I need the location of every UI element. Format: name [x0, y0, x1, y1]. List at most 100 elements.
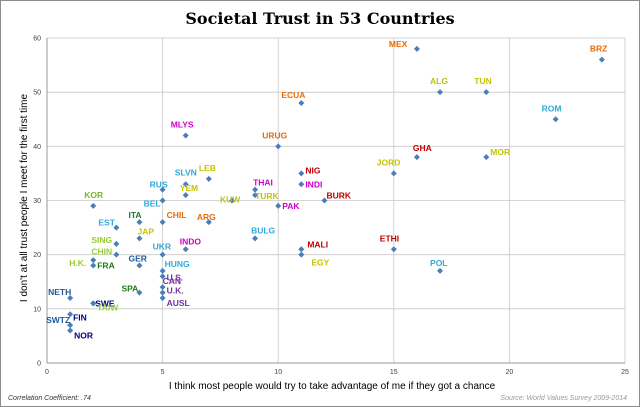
point-label: NIG [305, 165, 321, 175]
point-marker [298, 246, 305, 253]
point-label: FRA [97, 261, 114, 271]
tick-labels: 0 10 20 30 40 50 60 0 5 10 15 20 25 [33, 36, 629, 377]
point-marker [205, 219, 212, 226]
y-tick-label: 30 [33, 198, 41, 205]
point-marker [390, 170, 397, 177]
point-marker [182, 246, 189, 253]
point-label: MLYS [171, 120, 194, 130]
point-marker [113, 240, 120, 247]
point-marker [413, 154, 420, 161]
point-marker [483, 154, 490, 161]
point-label: BULG [251, 225, 275, 235]
point-label: CAN [163, 276, 181, 286]
point-marker [275, 202, 282, 209]
x-tick-label: 25 [621, 369, 629, 376]
point-marker [67, 327, 74, 334]
y-tick-label: 0 [37, 361, 41, 368]
point-label: ALG [430, 76, 448, 86]
y-tick-label: 10 [33, 306, 41, 313]
point-marker [252, 235, 259, 242]
point-marker [159, 295, 166, 301]
point-label: URUG [262, 130, 287, 140]
point-label: EST [98, 218, 115, 228]
point-marker [182, 181, 189, 188]
point-marker [90, 300, 97, 307]
point-marker [252, 186, 259, 193]
point-label: JAP [137, 226, 154, 236]
point-marker [321, 197, 328, 204]
x-tick-label: 15 [390, 369, 398, 376]
point-label: NOR [74, 331, 93, 341]
point-marker [298, 181, 305, 188]
point-label: U.K. [167, 286, 184, 296]
point-label: INDO [180, 236, 202, 246]
point-marker [437, 89, 444, 96]
point-marker [67, 295, 74, 301]
point-label: AUSL [167, 298, 190, 308]
point-label: U.S. [167, 272, 184, 282]
point-marker [182, 192, 189, 199]
point-label: BEL [144, 199, 161, 209]
x-tick-label: 20 [506, 369, 514, 376]
point-label: CHIN [91, 247, 112, 257]
point-label: NETH [48, 287, 71, 297]
point-marker [159, 284, 166, 291]
point-marker [298, 100, 305, 106]
point-marker [275, 143, 282, 150]
point-marker [298, 170, 305, 177]
y-tick-label: 40 [33, 144, 41, 151]
point-marker [390, 246, 397, 253]
point-marker [90, 262, 97, 269]
source-note: Source: World Values Survey 2009-2014 [500, 395, 627, 402]
point-label: INDI [305, 179, 322, 189]
point-label: MALI [307, 239, 328, 249]
point-marker [159, 186, 166, 193]
point-label: MOR [490, 147, 510, 157]
point-marker [182, 132, 189, 139]
point-label: ROM [542, 103, 562, 113]
point-label: UKR [153, 242, 171, 252]
point-label: ETHI [380, 233, 399, 243]
point-label: ITA [128, 210, 141, 220]
point-marker [159, 219, 166, 226]
point-label: RUS [150, 180, 168, 190]
point-marker [159, 289, 166, 296]
point-marker [159, 267, 166, 274]
point-label: KUW [220, 195, 241, 205]
point-label: PAK [282, 201, 300, 211]
point-label: JORD [377, 157, 401, 167]
point-marker [483, 89, 490, 96]
correlation-note: Correlation Coefficient: .74 [8, 395, 91, 402]
point-marker [67, 322, 74, 329]
point-marker [136, 235, 143, 242]
point-marker [159, 197, 166, 204]
point-label: FIN [73, 312, 87, 322]
point-marker [437, 267, 444, 274]
point-label: ARG [197, 212, 216, 222]
point-label: SLVN [175, 167, 197, 177]
point-label: H.K. [69, 258, 86, 268]
point-marker [67, 311, 74, 318]
chart-title: Societal Trust in 53 Countries [185, 9, 454, 28]
point-label: THAI [253, 178, 273, 188]
point-marker [413, 45, 420, 52]
point-marker [113, 224, 120, 231]
y-tick-label: 20 [33, 252, 41, 259]
point-label: EGY [311, 258, 329, 268]
point-label: YEM [180, 183, 198, 193]
x-tick-label: 10 [274, 369, 282, 376]
point-label: SWTZ [46, 315, 70, 325]
point-marker [228, 197, 235, 204]
point-label: GHA [413, 143, 432, 153]
point-marker [90, 202, 97, 209]
point-marker [136, 289, 143, 296]
point-label: TAIW [97, 302, 119, 312]
point-label: SPA [121, 284, 138, 294]
x-axis-label: I think most people would try to take ad… [169, 381, 496, 392]
point-marker [136, 262, 143, 269]
point-marker [159, 273, 166, 280]
point-label: KOR [84, 190, 103, 200]
point-marker [159, 251, 166, 258]
